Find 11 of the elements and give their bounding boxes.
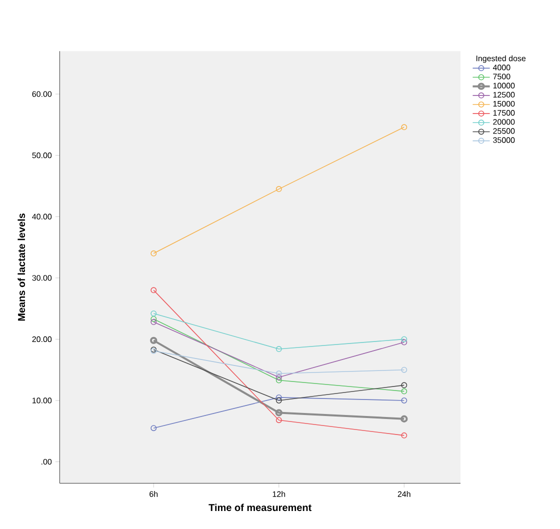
point <box>276 186 282 192</box>
point <box>276 417 282 424</box>
point <box>276 370 282 377</box>
point <box>275 409 282 416</box>
point <box>276 398 282 404</box>
point <box>276 394 282 401</box>
point <box>276 374 282 380</box>
point <box>276 346 282 352</box>
y-axis-title: Means of lactate levels <box>18 214 26 321</box>
point <box>276 377 282 384</box>
x-axis-title: Time of measurement <box>208 504 312 512</box>
